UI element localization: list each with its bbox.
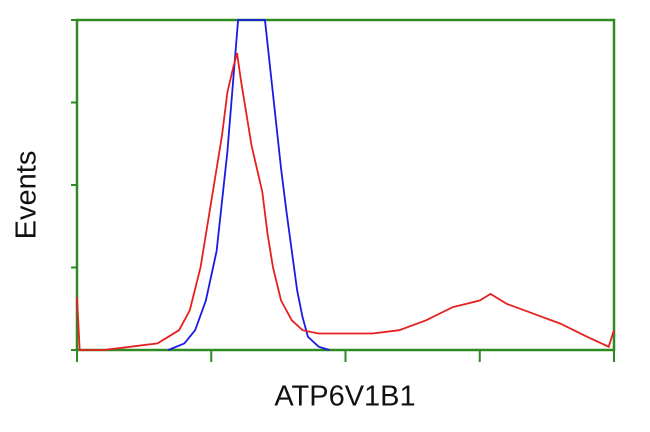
plot-frame xyxy=(75,18,616,352)
histogram-line xyxy=(167,19,330,351)
y-axis-label: Events xyxy=(11,151,43,240)
histogram-line xyxy=(76,52,615,351)
x-axis-label: ATP6V1B1 xyxy=(274,381,415,413)
